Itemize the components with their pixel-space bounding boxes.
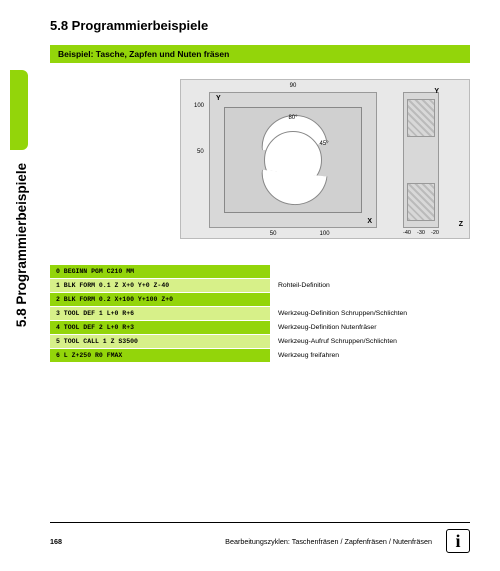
code-cell-code: 2 BLK FORM 0.2 X+100 Y+100 Z+0 [50, 293, 270, 306]
code-row: 2 BLK FORM 0.2 X+100 Y+100 Z+0 [50, 293, 470, 306]
code-row: 4 TOOL DEF 2 L+0 R+3Werkzeug-Definition … [50, 321, 470, 334]
axis-y2-label: Y [434, 88, 439, 95]
code-cell-desc: Werkzeug-Definition Schruppen/Schlichten [270, 307, 470, 320]
dim-z-40: -40 [403, 230, 411, 236]
axis-z-label: Z [459, 221, 463, 228]
code-cell-desc [270, 265, 470, 278]
code-cell-code: 3 TOOL DEF 1 L+0 R+6 [50, 307, 270, 320]
dim-left-100: 100 [194, 103, 204, 109]
program-code-table: 0 BEGINN PGM C210 MM1 BLK FORM 0.1 Z X+0… [50, 265, 470, 362]
figure-arc-bottom [259, 170, 328, 209]
code-cell-code: 0 BEGINN PGM C210 MM [50, 265, 270, 278]
dim-top-90: 90 [290, 83, 297, 89]
dim-angle-45: 45° [320, 141, 329, 147]
code-cell-desc: Rohteil-Definition [270, 279, 470, 292]
dim-z-30: -30 [417, 230, 425, 236]
code-row: 0 BEGINN PGM C210 MM [50, 265, 470, 278]
figure-pocket-rect [224, 107, 362, 213]
code-cell-code: 1 BLK FORM 0.1 Z X+0 Y+0 Z-40 [50, 279, 270, 292]
code-cell-code: 4 TOOL DEF 2 L+0 R+3 [50, 321, 270, 334]
code-cell-desc [270, 293, 470, 306]
dim-left-50: 50 [197, 149, 204, 155]
dim-bot-100: 100 [320, 231, 330, 237]
axis-y-label: Y [216, 95, 221, 102]
code-cell-desc: Werkzeug freifahren [270, 349, 470, 362]
figure-yz-view [403, 92, 439, 228]
technical-figure: Y X 100 50 90 80° 45° 50 100 Y Z -40 -30… [180, 79, 470, 239]
info-icon: i [446, 529, 470, 553]
side-accent-tab [10, 70, 28, 150]
page-number: 168 [50, 537, 62, 546]
side-section-title: 5.8 Programmierbeispiele [14, 163, 29, 327]
code-row: 1 BLK FORM 0.1 Z X+0 Y+0 Z-40Rohteil-Def… [50, 279, 470, 292]
figure-xy-view: Y X 100 50 90 80° 45° 50 100 [209, 92, 377, 228]
dim-z-20: -20 [431, 230, 439, 236]
figure-container: Y X 100 50 90 80° 45° 50 100 Y Z -40 -30… [50, 79, 470, 239]
footer-chapter-text: Bearbeitungszyklen: Taschenfräsen / Zapf… [225, 537, 432, 546]
page-content: 5.8 Programmierbeispiele Beispiel: Tasch… [50, 18, 470, 363]
page-heading: 5.8 Programmierbeispiele [50, 18, 470, 33]
dim-angle-80: 80° [288, 115, 297, 121]
page-footer: 168 Bearbeitungszyklen: Taschenfräsen / … [50, 529, 470, 553]
code-cell-code: 5 TOOL CALL 1 Z S3500 [50, 335, 270, 348]
code-row: 5 TOOL CALL 1 Z S3500Werkzeug-Aufruf Sch… [50, 335, 470, 348]
code-cell-desc: Werkzeug-Definition Nutenfräser [270, 321, 470, 334]
code-cell-code: 6 L Z+250 R0 FMAX [50, 349, 270, 362]
code-row: 3 TOOL DEF 1 L+0 R+6Werkzeug-Definition … [50, 307, 470, 320]
code-row: 6 L Z+250 R0 FMAXWerkzeug freifahren [50, 349, 470, 362]
code-cell-desc: Werkzeug-Aufruf Schruppen/Schlichten [270, 335, 470, 348]
axis-x-label: X [367, 218, 372, 225]
footer-right-group: Bearbeitungszyklen: Taschenfräsen / Zapf… [225, 529, 470, 553]
footer-rule [50, 522, 470, 523]
example-title-bar: Beispiel: Tasche, Zapfen und Nuten fräse… [50, 45, 470, 63]
dim-bot-50: 50 [270, 231, 277, 237]
